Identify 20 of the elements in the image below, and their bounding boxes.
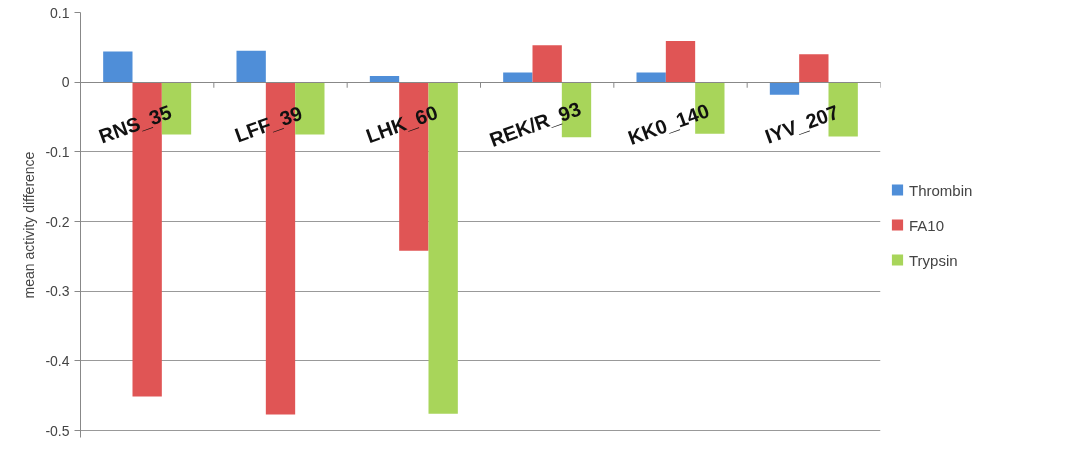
bar	[532, 45, 562, 83]
y-axis-title: mean activity difference	[21, 151, 38, 299]
y-tick-label: -0.2	[45, 213, 70, 230]
y-tick-label: -0.4	[45, 352, 70, 369]
bar	[236, 50, 266, 83]
y-tick-label: 0.1	[50, 4, 70, 21]
legend-label: Trypsin	[909, 251, 958, 268]
bar	[769, 82, 800, 95]
bar	[103, 51, 133, 83]
y-tick-label: -0.1	[45, 143, 70, 160]
legend-label: FA10	[909, 216, 945, 233]
y-tick-label: -0.3	[45, 283, 70, 300]
bar	[503, 72, 533, 83]
bar	[665, 41, 696, 83]
bar	[799, 54, 829, 83]
y-tick-label: 0	[61, 74, 70, 91]
bar	[636, 72, 666, 83]
y-tick-label: -0.5	[45, 422, 70, 439]
bar	[369, 75, 400, 83]
legend-label: Thrombin	[909, 181, 973, 198]
